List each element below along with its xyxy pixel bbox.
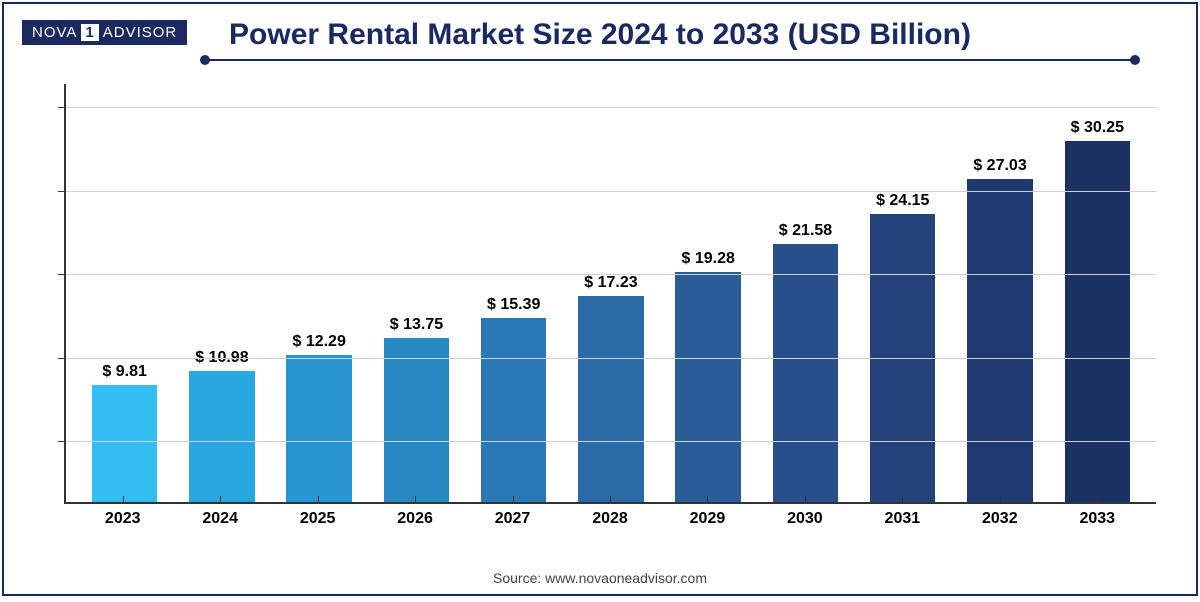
bar-group: $ 21.58 [757, 222, 853, 502]
x-tick [318, 496, 319, 504]
bar [189, 371, 254, 502]
source-text: Source: www.novaoneadvisor.com [4, 570, 1196, 586]
y-tick [58, 274, 66, 275]
bar-value-label: $ 17.23 [584, 274, 637, 292]
x-axis-label: 2023 [74, 504, 170, 534]
bar [286, 355, 351, 502]
bar [1065, 141, 1130, 502]
x-axis-label: 2024 [172, 504, 268, 534]
x-tick [513, 496, 514, 504]
grid-line [66, 441, 1156, 442]
y-tick [58, 358, 66, 359]
bar-group: $ 19.28 [660, 250, 756, 502]
x-tick [1000, 496, 1001, 504]
chart-area: $ 9.81 $ 10.98 $ 12.29 $ 13.75 $ 15.39 $ 17.2… [64, 84, 1156, 534]
x-tick [415, 496, 416, 504]
x-tick [220, 496, 221, 504]
x-axis-label: 2033 [1049, 504, 1145, 534]
bar-group: $ 13.75 [368, 316, 464, 502]
x-axis-label: 2029 [659, 504, 755, 534]
bar-group: $ 30.25 [1049, 119, 1145, 502]
x-axis-label: 2027 [464, 504, 560, 534]
bar [967, 179, 1032, 502]
x-axis-label: 2028 [562, 504, 658, 534]
underline-dot-right [1130, 55, 1140, 65]
bar-value-label: $ 13.75 [390, 316, 443, 334]
bar-group: $ 9.81 [76, 363, 172, 502]
plot-area: $ 9.81 $ 10.98 $ 12.29 $ 13.75 $ 15.39 $ 17.2… [64, 84, 1156, 504]
x-axis-label: 2032 [952, 504, 1048, 534]
x-tick [123, 496, 124, 504]
bar-value-label: $ 27.03 [973, 157, 1026, 175]
title-underline [204, 59, 1136, 61]
x-axis-label: 2026 [367, 504, 463, 534]
x-tick [707, 496, 708, 504]
bar-value-label: $ 15.39 [487, 296, 540, 314]
bar [578, 296, 643, 502]
x-axis-label: 2030 [757, 504, 853, 534]
bar-value-label: $ 21.58 [779, 222, 832, 240]
x-axis-label: 2025 [269, 504, 365, 534]
chart-container: NOVA 1 ADVISOR Power Rental Market Size … [2, 2, 1198, 596]
bar-group: $ 17.23 [563, 274, 659, 502]
bar [384, 338, 449, 502]
bar-group: $ 10.98 [174, 349, 270, 502]
x-tick [1097, 496, 1098, 504]
grid-line [66, 107, 1156, 108]
y-tick [58, 191, 66, 192]
bar-value-label: $ 30.25 [1071, 119, 1124, 137]
x-axis: 2023202420252026202720282029203020312032… [64, 504, 1156, 534]
underline-dot-left [200, 55, 210, 65]
bar-value-label: $ 12.29 [292, 333, 345, 351]
x-tick [805, 496, 806, 504]
x-tick [902, 496, 903, 504]
y-tick [58, 441, 66, 442]
bar [773, 244, 838, 502]
grid-line [66, 191, 1156, 192]
bar-value-label: $ 24.15 [876, 192, 929, 210]
x-axis-label: 2031 [854, 504, 950, 534]
bar [481, 318, 546, 502]
bar [92, 385, 157, 502]
x-tick [610, 496, 611, 504]
bar-group: $ 24.15 [855, 192, 951, 502]
bar-value-label: $ 9.81 [102, 363, 146, 381]
bar-group: $ 27.03 [952, 157, 1048, 502]
grid-line [66, 274, 1156, 275]
grid-line [66, 358, 1156, 359]
bars-container: $ 9.81 $ 10.98 $ 12.29 $ 13.75 $ 15.39 $ 17.2… [66, 84, 1156, 502]
chart-title: Power Rental Market Size 2024 to 2033 (U… [4, 18, 1196, 52]
bar-value-label: $ 19.28 [682, 250, 735, 268]
y-tick [58, 107, 66, 108]
bar-group: $ 15.39 [466, 296, 562, 502]
bar [675, 272, 740, 502]
